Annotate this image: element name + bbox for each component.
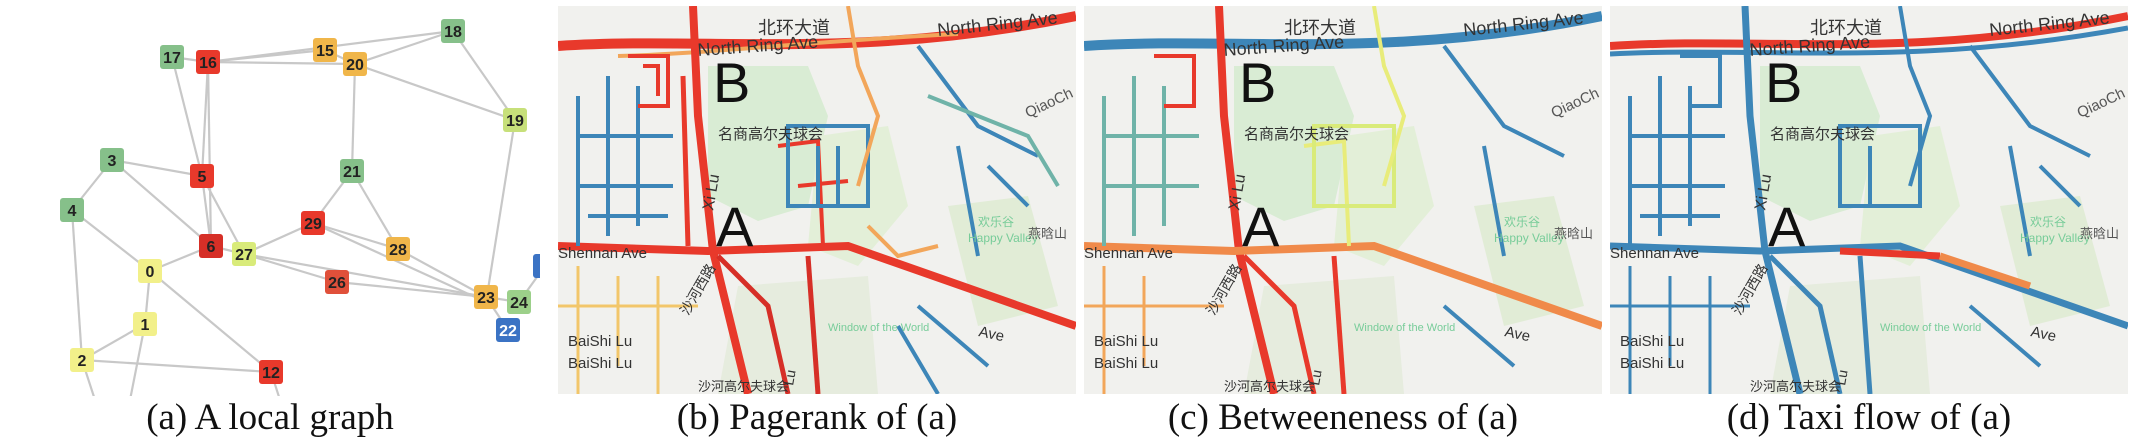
map-svg-b: 北环大道 North Ring Ave North Ring Ave QiaoC… [558,6,1076,394]
road-label: BaiShi Lu [1620,333,1684,350]
area-label: 燕晗山 [1028,226,1067,241]
area-label: Window of the World [1354,322,1455,334]
graph-nodes: 17 16 15 20 18 19 3 5 21 4 29 6 27 28 0 … [60,19,540,384]
road-label: BaiShi Lu [1094,333,1158,350]
graph-node: 21 [340,159,364,183]
graph-node: 2 [70,348,94,372]
road-label: 沙河高尔夫球会 [1224,379,1315,394]
svg-text:16: 16 [199,55,217,72]
road-label: BaiShi Lu [1094,355,1158,372]
graph-node: 20 [343,52,367,76]
svg-text:15: 15 [316,43,334,60]
svg-text:26: 26 [328,275,346,292]
svg-text:0: 0 [146,264,155,281]
area-label: Window of the World [828,322,929,334]
area-label: 欢乐谷 [1504,214,1540,229]
point-a-label: A [1768,195,1806,258]
graph-node: 6 [199,234,223,258]
map-pagerank: 北环大道 North Ring Ave North Ring Ave QiaoC… [558,6,1076,394]
svg-text:19: 19 [506,113,524,130]
map-taxi-flow: 北环大道 North Ring Ave North Ring Ave QiaoC… [1610,6,2128,394]
graph-node: 17 [160,45,184,69]
caption-d: (d) Taxi flow of (a) [1610,396,2128,440]
road-label: BaiShi Lu [1620,355,1684,372]
road-label: Shennan Ave [1610,245,1699,262]
caption-a: (a) A local graph [0,396,540,440]
svg-text:12: 12 [262,365,280,382]
area-label: 欢乐谷 [978,214,1014,229]
svg-text:5: 5 [198,169,207,186]
graph-node: 23 [474,285,498,309]
svg-text:18: 18 [444,24,462,41]
caption-c: (c) Betweeneness of (a) [1084,396,1602,440]
point-a-label: A [716,195,754,258]
graph-node: 16 [196,50,220,74]
graph-node: 27 [232,242,256,266]
svg-text:23: 23 [477,290,495,307]
graph-node: 2 [533,254,540,278]
road-label: Lu [780,368,798,386]
road-label: Lu [1306,368,1324,386]
road-label: Shennan Ave [1084,245,1173,262]
graph-node: 22 [496,318,520,342]
area-label: 燕晗山 [2080,226,2119,241]
point-b-label: B [1765,51,1802,114]
graph-node: 15 [313,38,337,62]
svg-text:22: 22 [499,323,517,340]
svg-text:1: 1 [141,317,150,334]
svg-text:27: 27 [235,247,253,264]
caption-b: (b) Pagerank of (a) [558,396,1076,440]
svg-text:20: 20 [346,57,364,74]
graph-node: 29 [301,211,325,235]
road-label: 名商高尔夫球会 [718,126,823,143]
road-label: 沙河高尔夫球会 [1750,379,1841,394]
road-label: BaiShi Lu [568,333,632,350]
svg-text:6: 6 [207,239,216,256]
road-label: 名商高尔夫球会 [1770,126,1875,143]
graph-node: 19 [503,108,527,132]
area-label: 欢乐谷 [2030,214,2066,229]
graph-node: 18 [441,19,465,43]
graph-node: 24 [507,290,531,314]
road-label: Lu [1832,368,1850,386]
point-a-label: A [1242,195,1280,258]
area-label: 燕晗山 [1554,226,1593,241]
map-svg-d: 北环大道 North Ring Ave North Ring Ave QiaoC… [1610,6,2128,394]
road-label: Shennan Ave [558,245,647,262]
map-betweenness: 北环大道 North Ring Ave North Ring Ave QiaoC… [1084,6,1602,394]
svg-text:17: 17 [163,50,181,67]
graph-node: 12 [259,360,283,384]
graph-node: 26 [325,270,349,294]
graph-node: 0 [138,259,162,283]
map-svg-c: 北环大道 North Ring Ave North Ring Ave QiaoC… [1084,6,1602,394]
area-label: Window of the World [1880,322,1981,334]
svg-text:24: 24 [510,295,528,312]
svg-text:21: 21 [343,164,361,181]
point-b-label: B [1239,51,1276,114]
graph-node: 3 [100,148,124,172]
svg-text:29: 29 [304,216,322,233]
road-label: 名商高尔夫球会 [1244,126,1349,143]
point-b-label: B [713,51,750,114]
graph-node: 1 [133,312,157,336]
road-label: 沙河高尔夫球会 [698,379,789,394]
graph-node: 4 [60,198,84,222]
panel-a: 17 16 15 20 18 19 3 5 21 4 29 6 27 28 0 … [0,0,540,444]
svg-text:4: 4 [68,203,77,220]
road-label: BaiShi Lu [568,355,632,372]
svg-text:2: 2 [78,353,87,370]
svg-text:28: 28 [389,242,407,259]
local-graph: 17 16 15 20 18 19 3 5 21 4 29 6 27 28 0 … [0,0,540,396]
graph-node: 5 [190,164,214,188]
svg-text:3: 3 [108,153,117,170]
graph-node: 28 [386,237,410,261]
